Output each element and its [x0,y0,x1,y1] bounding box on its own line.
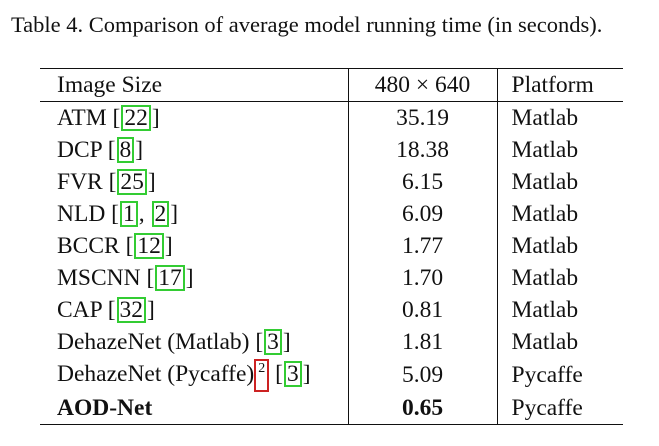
method-cell: CAP [32] [57,297,155,323]
method-name: MSCNN [57,265,141,291]
method-name: CAP [57,297,102,323]
method-name: DehazeNet (Pycaffe) [57,361,255,387]
time-cell: 0.81 [347,294,498,326]
method-name: DehazeNet (Matlab) [57,329,250,355]
table-row: CAP [32] 0.81 Matlab [40,294,623,326]
method-name: FVR [57,169,103,195]
table-row: AOD-Net 0.65 Pycaffe [40,392,623,425]
table-row: ATM [22] 35.19 Matlab [40,101,623,134]
method-cell: DCP [8] [57,137,144,163]
method-cell: AOD-Net [40,392,348,425]
method-cell: DehazeNet (Matlab) [3] [57,329,291,355]
citation-link[interactable]: 8 [116,137,135,163]
platform-cell: Matlab [511,233,579,259]
method-name: ATM [57,105,107,131]
time-cell: 5.09 [347,358,498,392]
platform-cell: Pycaffe [511,362,583,388]
time-cell: 1.77 [347,230,498,262]
table-row: DehazeNet (Matlab) [3] 1.81 Matlab [40,326,623,358]
method-cell: MSCNN [17] [57,265,194,291]
platform-cell: Matlab [511,137,579,163]
time-cell: 6.09 [347,198,498,230]
citation-link[interactable]: 22 [121,105,151,131]
method-cell: NLD [1, 2] [57,201,179,227]
method-cell: ATM [22] [57,105,160,131]
table-row: DehazeNet (Pycaffe) 2 [3] 5.09 Pycaffe [40,358,623,392]
platform-cell: Matlab [511,169,579,195]
time-cell: 18.38 [347,134,498,166]
time-cell: 35.19 [347,101,498,134]
header-image-size: Image Size [57,72,163,98]
platform-cell: Matlab [511,105,579,131]
citation-link[interactable]: 17 [155,265,185,291]
header-platform: Platform [511,72,594,98]
method-name: DCP [57,137,102,163]
citation-link[interactable]: 1 [120,201,138,227]
header-resolution: 480 × 640 [347,68,498,102]
platform-cell: Matlab [511,265,579,291]
platform-cell: Matlab [511,201,579,227]
citation-link[interactable]: 3 [283,361,302,387]
time-cell: 1.70 [347,262,498,294]
running-time-table: Image Size 480 × 640 Platform ATM [22] 35… [40,68,623,425]
method-name: NLD [57,201,106,227]
method-name: AOD-Net [57,395,153,421]
platform-cell: Matlab [511,297,579,323]
platform-cell: Matlab [511,329,579,355]
method-cell: BCCR [12] [57,233,173,259]
table-row: DCP [8] 18.38 Matlab [40,134,623,166]
method-cell: FVR [25] [57,169,156,195]
platform-cell: Pycaffe [511,395,583,421]
footnote-marker[interactable]: 2 [254,359,270,392]
time-cell: 0.65 [347,392,498,425]
citation-link[interactable]: 12 [134,233,164,259]
citation-link[interactable]: 2 [151,201,170,227]
time-cell: 6.15 [347,166,498,198]
citation-link[interactable]: 3 [264,329,282,355]
table-row: NLD [1, 2] 6.09 Matlab [40,198,623,230]
table-row: BCCR [12] 1.77 Matlab [40,230,623,262]
table-row: MSCNN [17] 1.70 Matlab [40,262,623,294]
method-cell: DehazeNet (Pycaffe) 2 [3] [40,358,348,392]
method-name: BCCR [57,233,120,259]
citation-link[interactable]: 32 [116,297,147,323]
time-cell: 1.81 [347,326,498,358]
header-row: Image Size 480 × 640 Platform [40,68,623,102]
citation-link[interactable]: 25 [117,169,147,195]
table-caption: Table 4. Comparison of average model run… [11,12,603,37]
table-row: FVR [25] 6.15 Matlab [40,166,623,198]
